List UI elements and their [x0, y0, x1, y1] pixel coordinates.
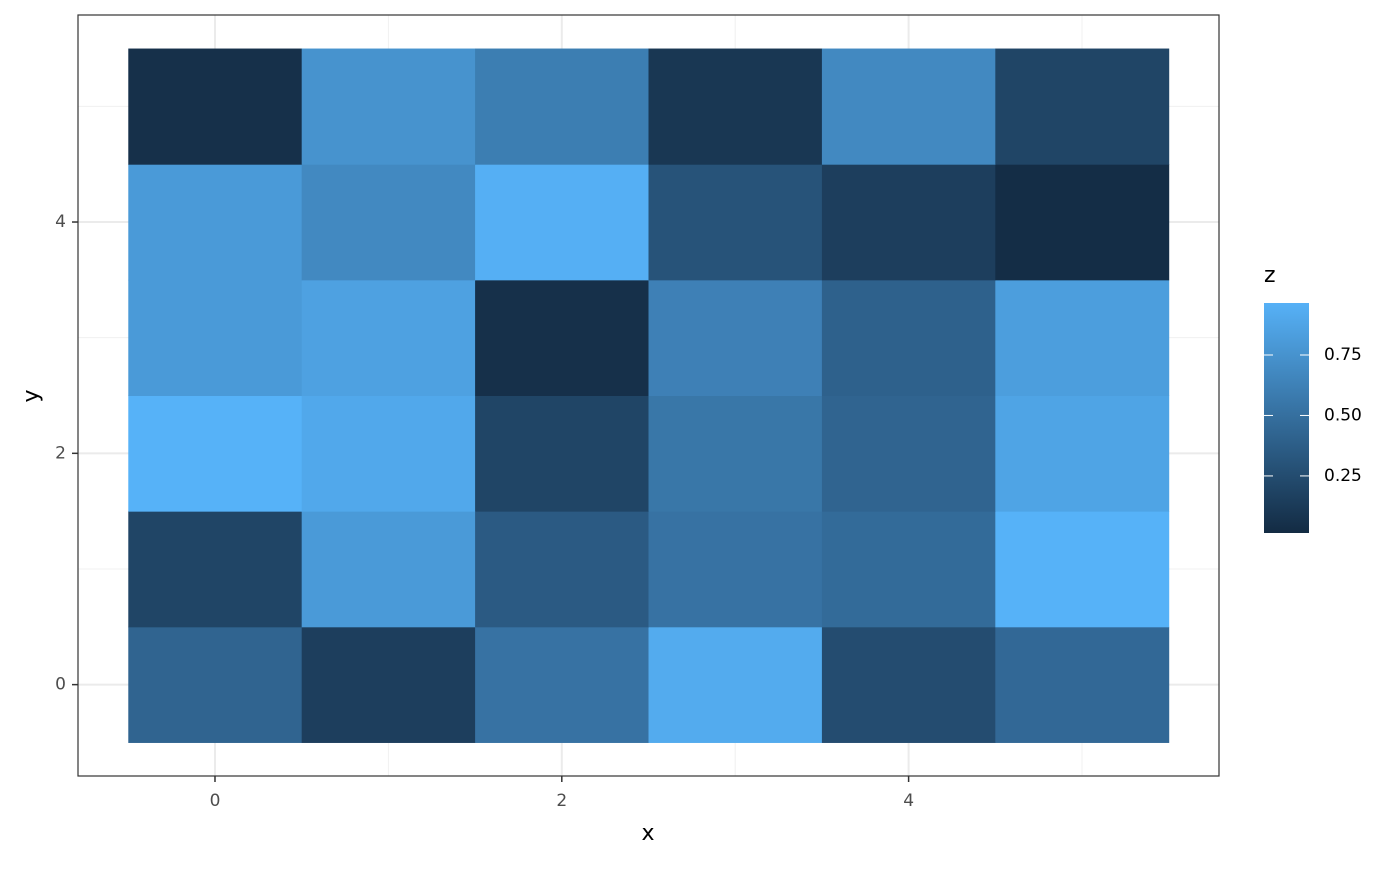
tile — [301, 279, 476, 396]
tile — [648, 48, 823, 165]
tile — [648, 395, 823, 512]
tile — [128, 279, 303, 396]
x-tick-label: 0 — [210, 791, 221, 811]
colorbar — [1264, 303, 1309, 533]
tile — [995, 511, 1170, 628]
tile — [648, 626, 823, 743]
tile — [128, 48, 303, 165]
tile — [995, 48, 1170, 165]
tile — [301, 626, 476, 743]
tile — [301, 48, 476, 165]
y-tick-label: 2 — [55, 443, 66, 463]
x-tick-label: 2 — [556, 791, 567, 811]
tile — [301, 511, 476, 628]
legend-tick-label: 0.25 — [1324, 466, 1362, 486]
tile — [995, 279, 1170, 396]
tile — [475, 279, 649, 396]
y-axis-title: y — [19, 389, 44, 402]
tile — [821, 279, 996, 396]
tile — [821, 395, 996, 512]
tile — [821, 511, 996, 628]
tile — [301, 395, 476, 512]
tile — [301, 164, 476, 281]
y-tick-label: 4 — [55, 212, 66, 232]
tile — [821, 626, 996, 743]
tile — [995, 395, 1170, 512]
x-axis-title: x — [641, 821, 654, 846]
tile — [475, 511, 649, 628]
tile — [648, 279, 823, 396]
tile — [995, 626, 1170, 743]
tile — [128, 626, 303, 743]
tile — [128, 511, 303, 628]
legend-tick-label: 0.75 — [1324, 345, 1362, 365]
legend-title: z — [1264, 263, 1276, 288]
tile — [128, 164, 303, 281]
tile — [648, 164, 823, 281]
tile — [475, 48, 649, 165]
x-tick-label: 4 — [903, 791, 914, 811]
tile — [128, 395, 303, 512]
tile — [475, 395, 649, 512]
tile — [995, 164, 1170, 281]
tile — [821, 48, 996, 165]
tile — [475, 164, 649, 281]
tile — [475, 626, 649, 743]
legend-tick-label: 0.50 — [1324, 405, 1362, 425]
tile — [821, 164, 996, 281]
y-tick-label: 0 — [55, 675, 66, 695]
panel-border — [77, 14, 1220, 777]
tile — [648, 511, 823, 628]
